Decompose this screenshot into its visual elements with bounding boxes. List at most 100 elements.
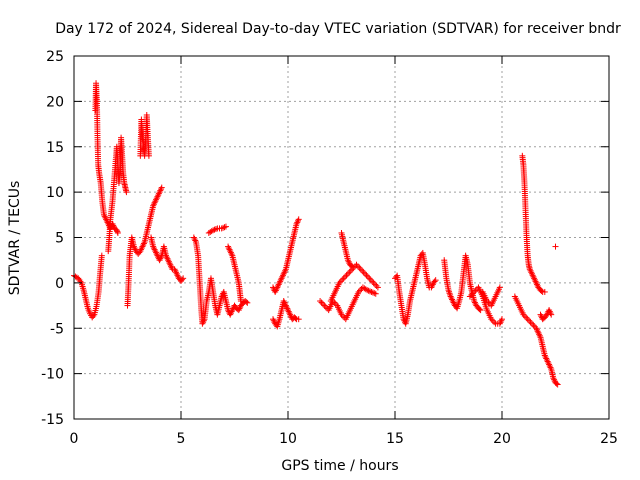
data-point [295, 316, 302, 323]
data-point [218, 225, 225, 232]
y-tick-label: 15 [46, 140, 64, 156]
data-point [349, 263, 356, 270]
data-point [222, 223, 229, 230]
data-point [541, 288, 548, 295]
data-point [368, 288, 375, 295]
axis-ticks: -15 -10 -5 0 5 10 15 20 25 0 5 10 15 20 25 [41, 49, 618, 447]
data-point [362, 270, 369, 277]
data-point [369, 289, 376, 296]
data-point [317, 298, 324, 305]
data-point [180, 275, 187, 282]
data-point [339, 276, 346, 283]
data-point [367, 276, 374, 283]
y-axis-label: SDTVAR / TECUs [7, 181, 23, 296]
data-point [366, 275, 373, 282]
x-tick-label: 5 [177, 431, 186, 447]
data-point [145, 152, 152, 159]
data-point [499, 316, 505, 323]
data-point [554, 381, 561, 388]
data-point [123, 189, 130, 196]
y-tick-label: 0 [55, 276, 64, 292]
y-tick-label: 10 [46, 185, 64, 201]
data-point [491, 319, 498, 326]
data-point [354, 263, 361, 270]
data-point [210, 227, 217, 234]
data-point [319, 301, 326, 308]
data-point [343, 272, 350, 279]
data-point [344, 270, 351, 277]
x-tick-label: 10 [279, 431, 297, 447]
data-point [527, 319, 534, 326]
data-point [363, 272, 370, 279]
data-point [477, 307, 484, 314]
data-point [524, 316, 531, 323]
data-point [244, 299, 251, 306]
data-point [348, 262, 355, 269]
x-tick-label: 25 [600, 431, 618, 447]
data-point [98, 252, 105, 259]
grid-lines [74, 56, 609, 419]
data-point [340, 275, 347, 282]
data-point [321, 302, 328, 309]
data-point [179, 276, 186, 283]
data-point [292, 315, 299, 322]
data-point [346, 269, 353, 276]
data-point [526, 317, 533, 324]
chart-title: Day 172 of 2024, Sidereal Day-to-day VTE… [55, 21, 621, 37]
data-point [158, 184, 165, 191]
data-point [364, 273, 371, 280]
data-point [364, 287, 371, 294]
data-point [431, 278, 438, 285]
data-point [497, 319, 504, 326]
y-tick-label: 20 [46, 94, 64, 110]
data-point [322, 304, 329, 311]
y-tick-label: 5 [55, 231, 64, 247]
data-point [318, 299, 325, 306]
data-point [552, 243, 559, 250]
data-point [114, 228, 121, 235]
data-point [365, 287, 372, 294]
data-point [220, 224, 227, 231]
data-point [342, 273, 349, 280]
data-point [553, 380, 560, 387]
data-points [71, 80, 561, 388]
data-point [369, 278, 376, 285]
x-axis-label: GPS time / hours [281, 458, 398, 474]
data-point [113, 227, 120, 234]
data-point [357, 266, 364, 273]
data-point [548, 311, 555, 318]
data-point [374, 284, 381, 291]
data-point [372, 290, 379, 297]
x-tick-label: 15 [386, 431, 404, 447]
data-point [498, 317, 505, 324]
data-point [359, 267, 366, 274]
data-point [243, 298, 250, 305]
data-point [347, 267, 354, 274]
data-point [114, 229, 121, 236]
data-point [476, 306, 483, 313]
data-point [373, 282, 380, 289]
data-point [294, 219, 301, 226]
data-point [372, 281, 379, 288]
data-point [356, 264, 363, 271]
data-point [370, 279, 377, 286]
data-point [496, 284, 503, 291]
x-tick-label: 20 [493, 431, 511, 447]
data-point [192, 237, 199, 244]
data-point [212, 226, 219, 233]
data-point [523, 314, 530, 321]
data-point [221, 224, 228, 231]
data-point [530, 322, 537, 329]
y-tick-label: 25 [46, 49, 64, 65]
data-point [528, 320, 535, 327]
data-point [237, 298, 244, 305]
data-point [367, 288, 374, 295]
data-point [295, 216, 302, 223]
data-point [371, 290, 378, 297]
y-tick-label: -10 [41, 367, 64, 383]
data-point [360, 269, 367, 276]
y-tick-label: -15 [41, 412, 64, 428]
data-point [432, 277, 439, 284]
x-tick-label: 0 [70, 431, 79, 447]
